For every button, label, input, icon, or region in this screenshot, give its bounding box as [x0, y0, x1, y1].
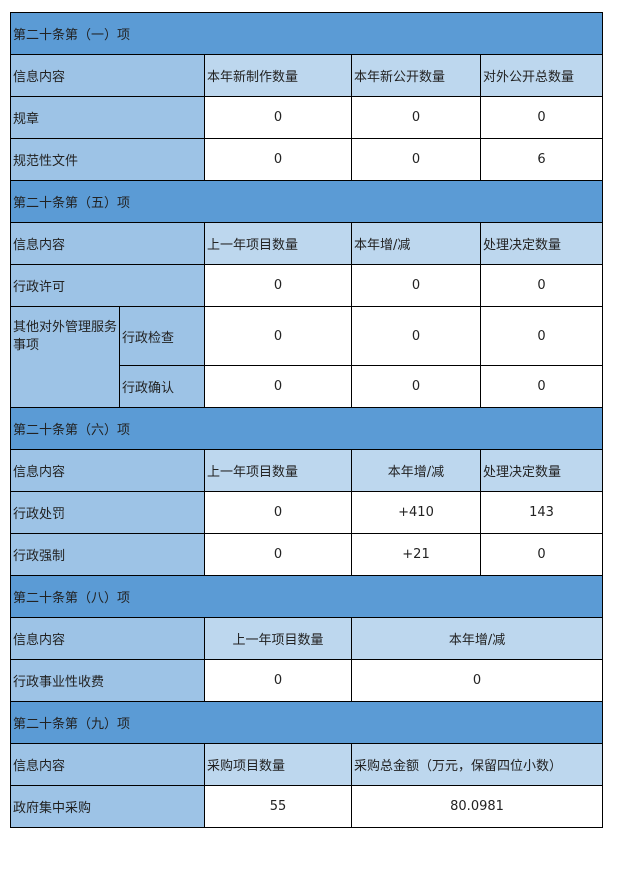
- value-cell: 0: [204, 306, 352, 366]
- header-cell: 上一年项目数量: [204, 449, 352, 492]
- value-cell: 0: [204, 96, 352, 139]
- value-cell: +21: [351, 533, 481, 576]
- header-cell: 处理决定数量: [479, 222, 604, 265]
- value-cell: 0: [479, 264, 604, 307]
- header-cell: 采购项目数量: [204, 743, 352, 786]
- row-label: 行政确认: [119, 365, 205, 408]
- header-cell: 本年增/减: [350, 617, 604, 660]
- row-label: 规范性文件: [10, 138, 205, 181]
- header-cell: 本年新制作数量: [204, 54, 352, 97]
- disclosure-table: 第二十条第（一）项 信息内容 本年新制作数量 本年新公开数量 对外公开总数量 规章 0 0…: [9, 12, 604, 828]
- group-label: 其他对外管理服务事项: [10, 306, 120, 408]
- row-label: 行政许可: [10, 264, 205, 307]
- header-cell: 处理决定数量: [479, 449, 604, 492]
- header-cell: 信息内容: [10, 449, 205, 492]
- header-cell: 信息内容: [10, 743, 205, 786]
- value-cell: 55: [204, 785, 352, 828]
- value-cell: 143: [479, 491, 604, 534]
- value-cell: 0: [350, 659, 604, 702]
- value-cell: 0: [479, 365, 604, 408]
- table-row: 行政事业性收费 0 0: [10, 659, 604, 702]
- value-cell: 80.0981: [350, 785, 604, 828]
- table-row: 政府集中采购 55 80.0981: [10, 785, 604, 828]
- header-cell: 对外公开总数量: [479, 54, 604, 97]
- value-cell: 0: [479, 96, 604, 139]
- section-title: 第二十条第（九）项: [9, 701, 604, 744]
- value-cell: 0: [351, 96, 481, 139]
- table-row: 其他对外管理服务事项 行政检查 0 0 0: [10, 306, 604, 408]
- section-title: 第二十条第（六）项: [9, 407, 604, 450]
- row-label: 行政强制: [10, 533, 205, 576]
- value-cell: 0: [204, 659, 352, 702]
- value-cell: 0: [351, 138, 481, 181]
- row-label: 行政事业性收费: [10, 659, 205, 702]
- section-title: 第二十条第（一）项: [9, 12, 604, 55]
- table-row: 规范性文件 0 0 6: [10, 138, 604, 181]
- table-row: 行政处罚 0 +410 143: [10, 491, 604, 534]
- row-label: 行政处罚: [10, 491, 205, 534]
- value-cell: 6: [479, 138, 604, 181]
- section-title: 第二十条第（八）项: [9, 575, 604, 618]
- header-cell: 信息内容: [10, 617, 205, 660]
- header-cell: 采购总金额（万元，保留四位小数）: [350, 743, 604, 786]
- value-cell: +410: [351, 491, 481, 534]
- value-cell: 0: [351, 365, 481, 408]
- header-cell: 上一年项目数量: [204, 617, 352, 660]
- value-cell: 0: [204, 491, 352, 534]
- header-cell: 信息内容: [10, 222, 205, 265]
- value-cell: 0: [204, 533, 352, 576]
- value-cell: 0: [204, 365, 352, 408]
- header-cell: 本年增/减: [351, 449, 481, 492]
- row-label: 行政检查: [119, 306, 205, 366]
- section-title: 第二十条第（五）项: [9, 180, 604, 223]
- table-row: 行政强制 0 +21 0: [10, 533, 604, 576]
- header-cell: 本年新公开数量: [351, 54, 481, 97]
- value-cell: 0: [204, 138, 352, 181]
- header-cell: 本年增/减: [351, 222, 481, 265]
- value-cell: 0: [204, 264, 352, 307]
- value-cell: 0: [479, 533, 604, 576]
- row-label: 政府集中采购: [10, 785, 205, 828]
- value-cell: 0: [351, 306, 481, 366]
- table-row: 行政许可 0 0 0: [10, 264, 604, 307]
- row-label: 规章: [10, 96, 205, 139]
- table-row: 规章 0 0 0: [10, 96, 604, 139]
- value-cell: 0: [351, 264, 481, 307]
- table-row: 行政确认 0 0 0: [11, 365, 604, 408]
- value-cell: 0: [479, 306, 604, 366]
- header-cell: 信息内容: [10, 54, 205, 97]
- header-cell: 上一年项目数量: [204, 222, 352, 265]
